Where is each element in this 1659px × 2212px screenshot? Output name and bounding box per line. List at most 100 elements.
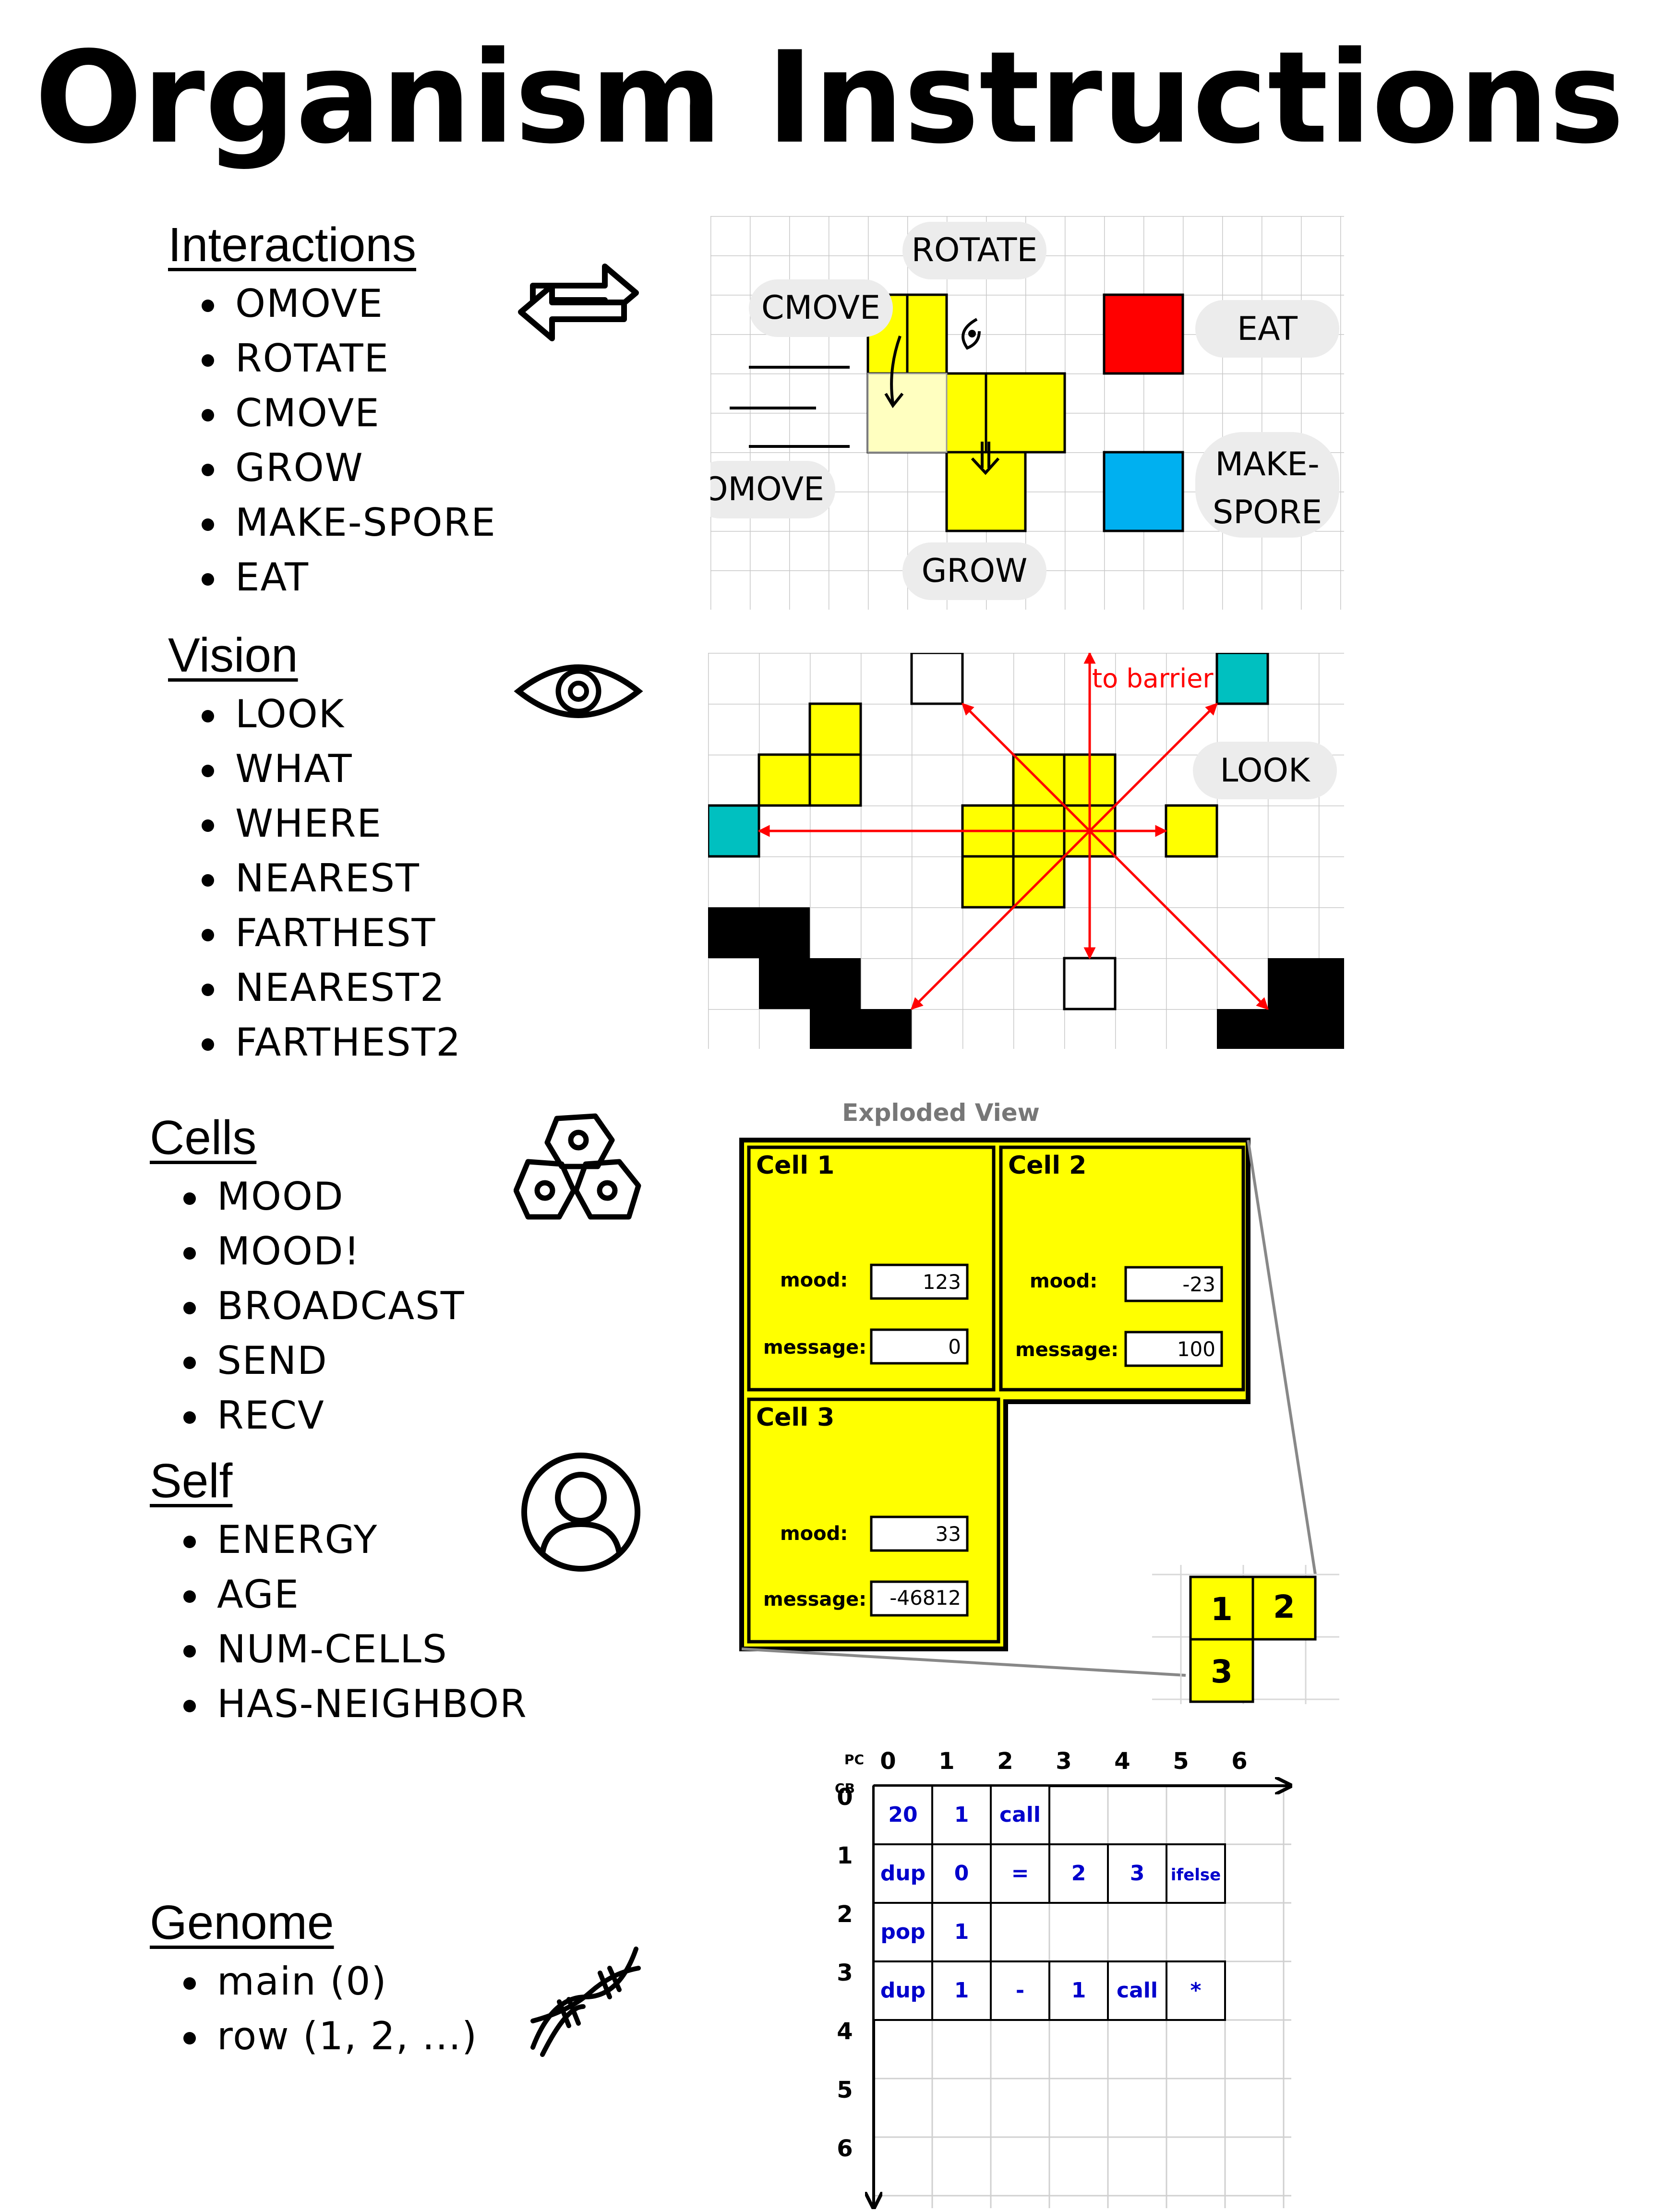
genome-cell — [873, 1843, 933, 1904]
cell — [906, 293, 948, 375]
row-label: 4 — [837, 2018, 853, 2045]
genome-cell — [1107, 1843, 1167, 1904]
ghost-cell — [867, 373, 948, 453]
cells-icon — [514, 1113, 641, 1220]
cell-1-card: Cell 1 mood: 123 message: 0 — [747, 1145, 996, 1392]
list-item: GROW — [168, 441, 496, 495]
mini-organism: 1 2 3 — [1152, 1565, 1339, 1704]
genome-instruction: 1 — [954, 1803, 969, 1827]
self-heading: Self — [150, 1454, 233, 1508]
genome-instruction: 3 — [1130, 1861, 1145, 1886]
genome-cell — [1166, 1843, 1226, 1904]
svg-text:message:: message: — [1015, 1339, 1118, 1361]
genome-section: Genome main (0) row (1, 2, ...) — [150, 1894, 478, 2064]
cells-heading: Cells — [150, 1111, 257, 1165]
genome-instruction: dup — [880, 1861, 926, 1886]
svg-text:SPORE: SPORE — [1213, 493, 1322, 531]
genome-instruction: = — [1011, 1861, 1029, 1886]
vision-heading: Vision — [168, 628, 298, 682]
eye-icon — [514, 664, 643, 718]
svg-text:Cell 1: Cell 1 — [756, 1151, 834, 1180]
genome-instruction: pop — [880, 1920, 925, 1944]
column-label: 6 — [1231, 1748, 1247, 1775]
list-item: OMOVE — [168, 276, 496, 331]
interactions-diagram: ROTATE CMOVE EAT OMOVE MAKE- SPORE GROW — [710, 216, 1344, 610]
svg-text:3: 3 — [1211, 1653, 1233, 1690]
list-item: NUM-CELLS — [150, 1622, 528, 1677]
genome-cell — [931, 1843, 992, 1904]
list-item: MOOD! — [150, 1224, 465, 1279]
vision-list: LOOK WHAT WHERE NEAREST FARTHEST NEAREST… — [168, 687, 461, 1070]
column-label: 4 — [1114, 1748, 1130, 1775]
list-item: FARTHEST — [168, 906, 461, 961]
genome-instruction: 0 — [954, 1861, 969, 1886]
label-grow: GROW — [902, 542, 1046, 600]
list-item: row (1, 2, ...) — [150, 2009, 478, 2064]
genome-cell — [931, 1960, 992, 2021]
svg-text:Cell 3: Cell 3 — [756, 1403, 834, 1432]
svg-text:Cell 2: Cell 2 — [1008, 1151, 1086, 1180]
label-make-spore: MAKE- SPORE — [1195, 432, 1339, 538]
genome-instruction: call — [1117, 1978, 1158, 2003]
cell — [945, 451, 1027, 532]
exploded-view-title: Exploded View — [842, 1099, 1040, 1127]
cb-label: CB — [835, 1780, 855, 1796]
svg-text:GROW: GROW — [922, 552, 1028, 590]
row-label: 1 — [837, 1842, 853, 1869]
food-cell — [1103, 293, 1184, 375]
interactions-list: OMOVE ROTATE CMOVE GROW MAKE-SPORE EAT — [168, 276, 496, 605]
row-label: 0 — [837, 1784, 853, 1811]
svg-text:OMOVE: OMOVE — [710, 470, 824, 508]
svg-text:mood:: mood: — [780, 1523, 848, 1545]
genome-instruction: dup — [880, 1978, 926, 2003]
interactions-section: Interactions OMOVE ROTATE CMOVE GROW MAK… — [168, 216, 496, 605]
label-cmove: CMOVE — [749, 279, 893, 337]
genome-instruction: 1 — [954, 1978, 969, 2003]
motion-marks — [730, 318, 1000, 475]
genome-cell — [873, 1785, 933, 1845]
list-item: BROADCAST — [150, 1279, 465, 1334]
svg-text:-46812: -46812 — [890, 1586, 961, 1610]
genome-instruction: 20 — [888, 1803, 917, 1827]
page-title: Organism Instructions — [35, 24, 1624, 172]
label-eat: EAT — [1195, 300, 1339, 358]
svg-text:mood:: mood: — [780, 1269, 848, 1291]
svg-text:-23: -23 — [1182, 1273, 1215, 1296]
list-item: AGE — [150, 1567, 528, 1622]
list-item: SEND — [150, 1334, 465, 1388]
genome-instruction: 2 — [1071, 1861, 1086, 1886]
column-label: 3 — [1056, 1748, 1071, 1775]
svg-text:mood:: mood: — [1030, 1270, 1097, 1292]
svg-text:0: 0 — [948, 1335, 961, 1358]
vision-section: Vision LOOK WHAT WHERE NEAREST FARTHEST … — [168, 626, 461, 1070]
row-label: 6 — [837, 2135, 853, 2162]
pc-label: PC — [844, 1752, 864, 1767]
user-icon — [521, 1453, 640, 1572]
list-item: MOOD — [150, 1169, 465, 1224]
column-label: 1 — [938, 1748, 954, 1775]
list-item: MAKE-SPORE — [168, 495, 496, 550]
spore-cell — [1103, 451, 1184, 532]
svg-text:ROTATE: ROTATE — [912, 231, 1038, 269]
list-item: CMOVE — [168, 386, 496, 441]
column-labels: 0 1 2 3 4 5 6 — [880, 1748, 1247, 1775]
genome-cell — [931, 1785, 992, 1845]
barrier-label: to barrier — [1092, 663, 1214, 694]
vision-rays — [757, 653, 1269, 1010]
svg-text:CMOVE: CMOVE — [761, 289, 880, 327]
svg-text:message:: message: — [763, 1588, 866, 1611]
exploded-view-diagram: Exploded View Cell 1 mood: 123 message: … — [739, 1099, 1339, 1704]
list-item: main (0) — [150, 1954, 478, 2009]
genome-cell — [1107, 1960, 1167, 2021]
genome-instruction: * — [1190, 1978, 1201, 2003]
list-item: NEAREST — [168, 851, 461, 906]
genome-cell — [873, 1960, 933, 2021]
self-list: ENERGY AGE NUM-CELLS HAS-NEIGHBOR — [150, 1513, 528, 1731]
cell-3-card: Cell 3 mood: 33 message: -46812 — [747, 1397, 1000, 1644]
genome-instruction: ifelse — [1171, 1865, 1221, 1885]
genome-instruction: call — [999, 1803, 1041, 1827]
svg-text:MAKE-: MAKE- — [1215, 445, 1319, 483]
neighbor-organism — [757, 702, 862, 807]
list-item: ENERGY — [150, 1513, 528, 1567]
list-item: WHERE — [168, 796, 461, 851]
